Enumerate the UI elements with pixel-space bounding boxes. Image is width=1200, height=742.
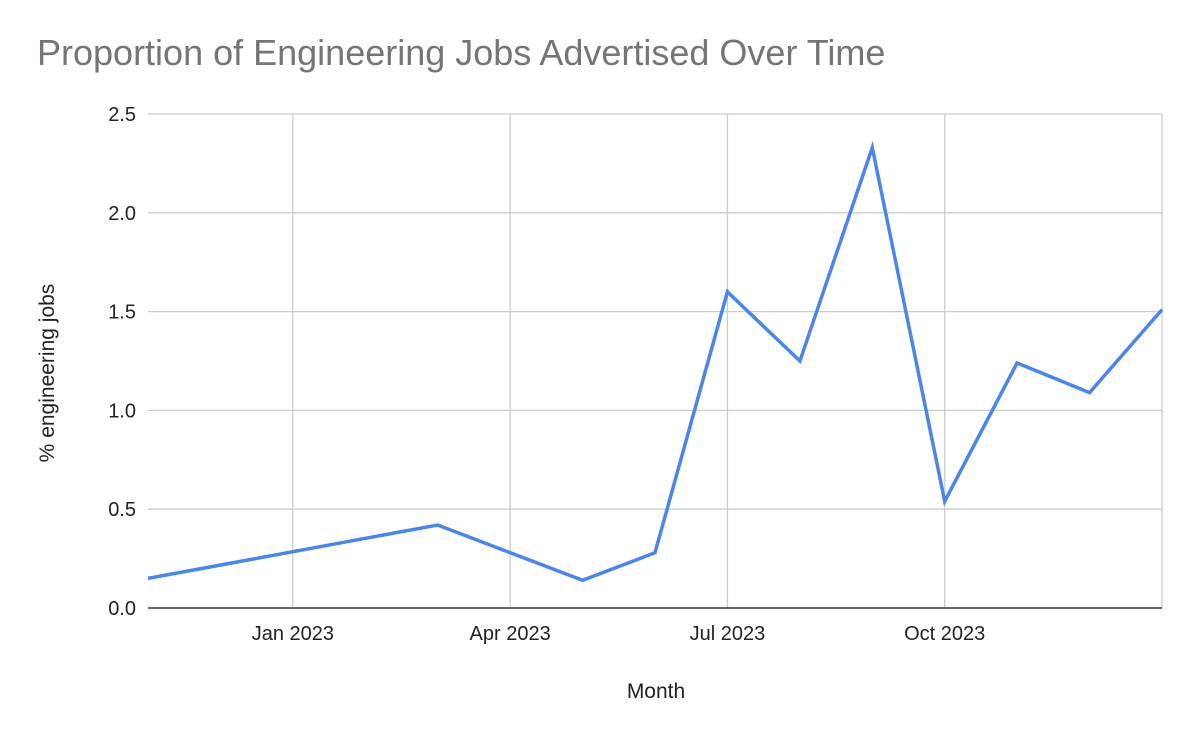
x-tick-label: Apr 2023 (470, 623, 551, 645)
series-line (147, 140, 1164, 583)
grid-lines (148, 113, 1163, 608)
x-tick-label: Jan 2023 (252, 623, 334, 645)
y-tick-label: 2.0 (108, 203, 136, 225)
y-tick-label: 1.0 (108, 400, 136, 422)
chart-title: Proportion of Engineering Jobs Advertise… (37, 32, 886, 73)
x-axis-ticks: Jan 2023 Apr 2023 Jul 2023 Oct 2023 (252, 623, 986, 645)
y-axis-title: % engineering jobs (36, 284, 59, 463)
y-axis-ticks: 0.0 0.5 1.0 1.5 2.0 2.5 (108, 104, 136, 620)
y-tick-label: 0.0 (108, 598, 136, 620)
x-tick-label: Jul 2023 (690, 623, 766, 645)
y-tick-label: 2.5 (108, 104, 136, 126)
series-layer (147, 140, 1164, 583)
y-tick-label: 1.5 (108, 302, 136, 324)
y-tick-label: 0.5 (108, 499, 136, 521)
x-tick-label: Oct 2023 (904, 623, 985, 645)
x-axis-title: Month (627, 680, 685, 703)
